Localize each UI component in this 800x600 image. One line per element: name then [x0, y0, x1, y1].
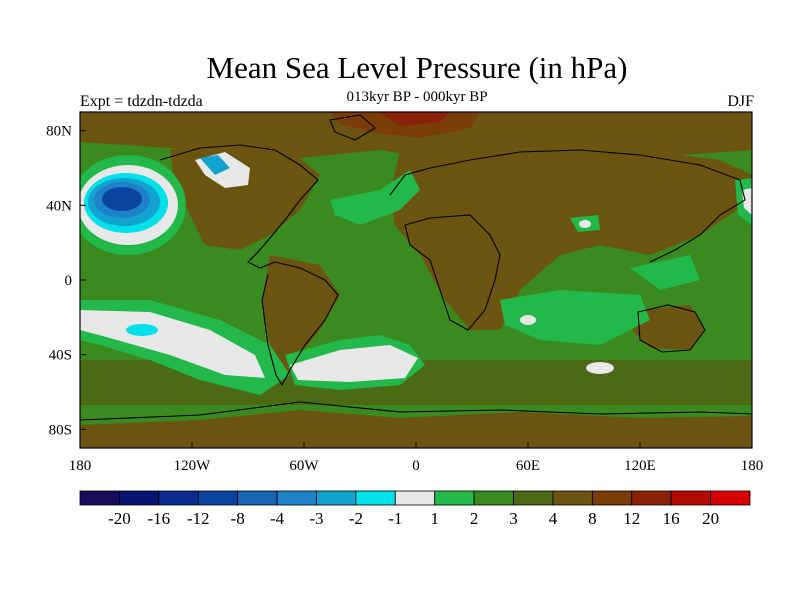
- colorbar-label: 8: [588, 509, 597, 528]
- colorbar-swatch: [355, 490, 396, 506]
- field-south-atlantic-weak: [290, 345, 418, 382]
- colorbar-label: 12: [623, 509, 640, 528]
- field-south-pacific-minus2: [126, 324, 158, 336]
- colorbar-swatch: [513, 490, 554, 506]
- field-hudson-low: [200, 155, 230, 175]
- colorbar-swatch: [434, 490, 475, 506]
- field-tibet-weak: [579, 220, 591, 228]
- x-tick-label: 120W: [174, 458, 212, 474]
- field-indian-ocean: [500, 290, 650, 345]
- colorbar-label: 3: [509, 509, 518, 528]
- y-tick-label: 0: [65, 273, 73, 289]
- colorbar-label: -20: [108, 509, 131, 528]
- coast-north-america: [159, 144, 319, 269]
- colorbar-swatch: [591, 490, 633, 506]
- field-north-pacific-minus8: [102, 187, 142, 211]
- colorbar-label: 2: [470, 509, 479, 528]
- colorbar-swatch: [119, 490, 160, 506]
- coast-antarctica: [80, 401, 752, 421]
- field-australia: [632, 305, 705, 350]
- x-tick-label: 60E: [516, 458, 540, 474]
- x-tick-label: 0: [412, 458, 420, 474]
- colorbar-label: 16: [663, 509, 680, 528]
- coast-africa: [404, 214, 501, 331]
- colorbar-label: -2: [349, 509, 363, 528]
- colorbar-label: -1: [388, 509, 402, 528]
- colorbar-swatch: [710, 490, 751, 506]
- experiment-label: Expt = tdzdn-tdzda: [80, 93, 203, 110]
- colorbar-swatch: [79, 490, 120, 506]
- colorbar-swatch: [197, 490, 239, 506]
- field-south-america: [262, 255, 340, 385]
- colorbar-label: 4: [549, 509, 558, 528]
- colorbar-label: 1: [430, 509, 439, 528]
- field-antarctica: [80, 410, 752, 448]
- field-eurasia-africa: [390, 145, 752, 330]
- y-tick-label: 40S: [49, 348, 72, 364]
- map-title: Mean Sea Level Pressure (in hPa): [206, 50, 628, 85]
- colorbar-swatch: [237, 490, 278, 506]
- colorbar-swatch: [158, 490, 199, 506]
- colorbar-label: -12: [187, 509, 210, 528]
- colorbar-swatch: [670, 490, 711, 506]
- coast-australia: [637, 304, 706, 353]
- colorbar-swatch: [276, 490, 317, 506]
- colorbar-label: -3: [309, 509, 323, 528]
- field-southern-indian-weak: [586, 362, 614, 374]
- colorbar-swatch: [394, 490, 436, 506]
- colorbar-label: 20: [702, 509, 719, 528]
- colorbar-label: -16: [147, 509, 170, 528]
- y-tick-label: 80N: [46, 124, 72, 140]
- colorbar-swatch: [631, 490, 672, 506]
- season-label: DJF: [727, 93, 754, 110]
- y-axis: 80N 40N 0 40S 80S: [46, 124, 86, 438]
- field-madagascar-weak: [520, 315, 536, 325]
- field-arctic-max: [380, 112, 450, 126]
- x-tick-label: 180: [741, 458, 764, 474]
- field-maritime-continent: [630, 255, 700, 290]
- coast-south-america: [261, 261, 339, 387]
- colorbar-swatch: [316, 490, 357, 506]
- pressure-field: [80, 112, 752, 448]
- coast-eurasia: [389, 149, 746, 263]
- colorbar-swatch: [552, 490, 593, 506]
- y-tick-label: 40N: [46, 198, 72, 214]
- colorbar: -20 -16 -12 -8 -4 -3 -2 -1 1 2 3 4 8 12 16 20: [79, 490, 751, 528]
- y-tick-label: 80S: [49, 422, 72, 438]
- field-north-atlantic: [330, 170, 420, 225]
- map-subtitle: 013kyr BP - 000kyr BP: [346, 89, 488, 105]
- x-tick-label: 180: [69, 458, 92, 474]
- colorbar-label: -4: [270, 509, 285, 528]
- x-tick-label: 120E: [624, 458, 656, 474]
- coastlines: [80, 114, 752, 421]
- colorbar-label: -8: [231, 509, 245, 528]
- x-tick-label: 60W: [289, 458, 319, 474]
- field-east-edge-weak: [742, 188, 752, 215]
- colorbar-swatch: [473, 490, 514, 506]
- coast-greenland: [329, 114, 376, 141]
- field-south-pacific-weak: [80, 310, 265, 378]
- x-axis: 180 120W 60W 0 60E 120E 180: [69, 442, 764, 474]
